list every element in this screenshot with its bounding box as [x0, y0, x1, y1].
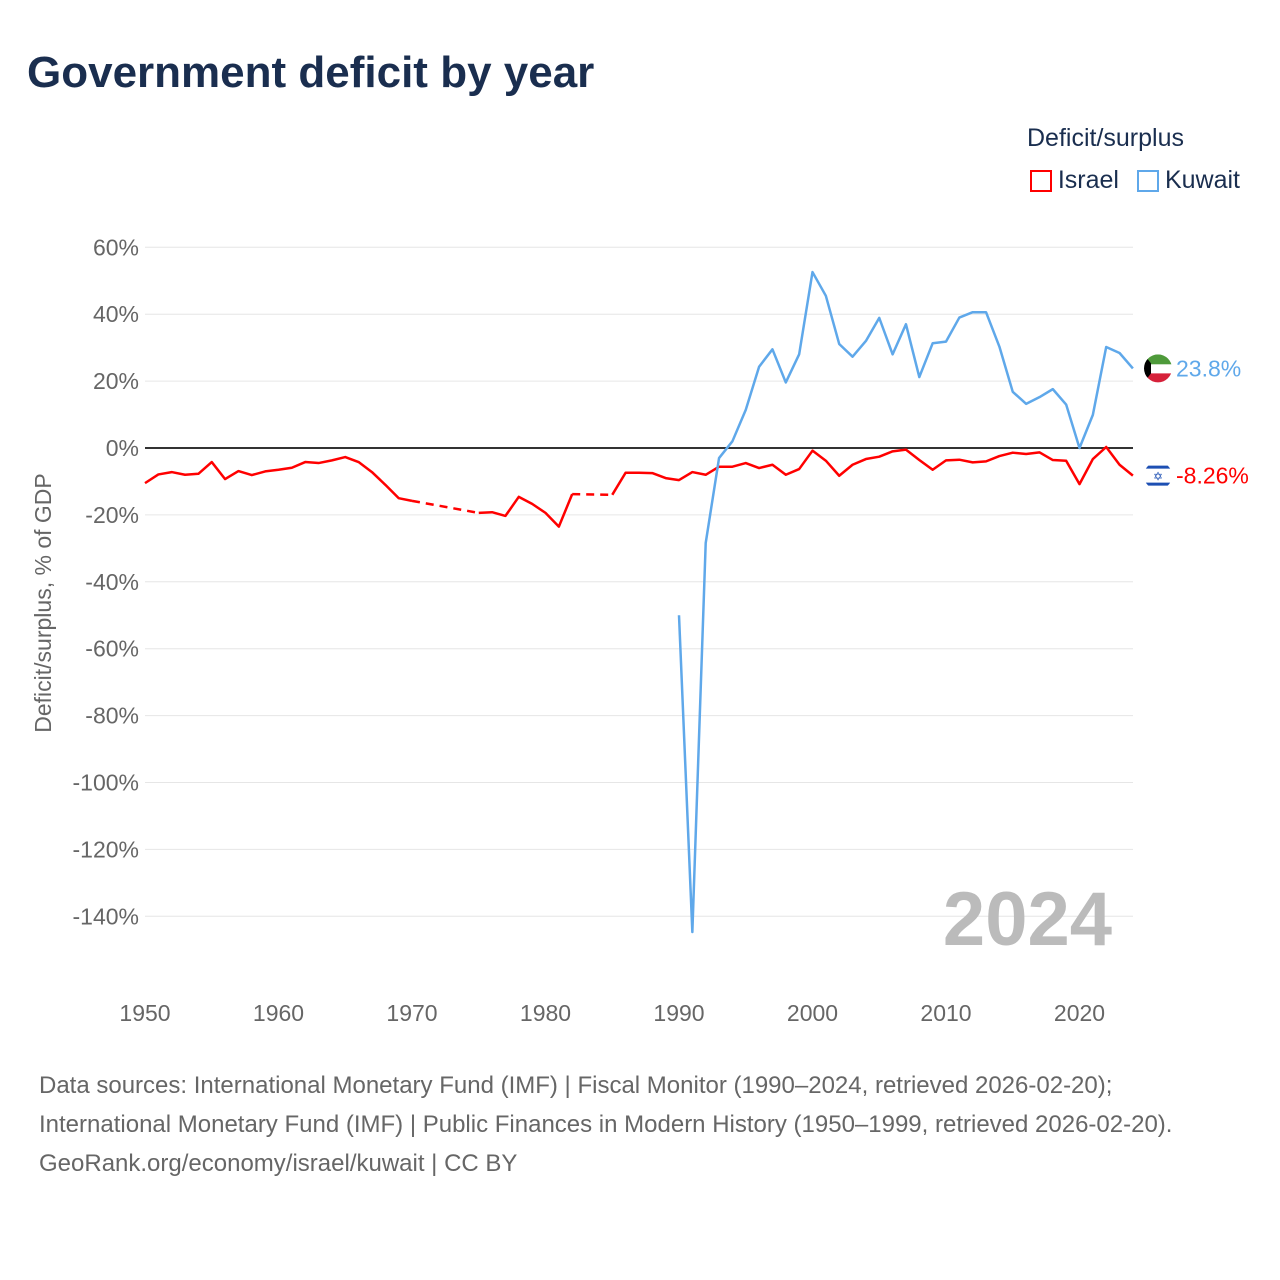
- y-tick-label: -140%: [73, 903, 139, 929]
- israel-flag-icon: ✡: [1144, 461, 1172, 490]
- y-tick-label: 0%: [106, 435, 139, 461]
- svg-text:✡: ✡: [1153, 470, 1163, 484]
- legend-label-israel: Israel: [1057, 166, 1119, 194]
- y-tick-label: -20%: [85, 502, 139, 528]
- series-gap-israel: [572, 492, 613, 497]
- legend-swatch-israel: [1029, 169, 1052, 192]
- y-tick-label: -40%: [85, 569, 139, 595]
- series-line-kuwait: [677, 270, 1134, 934]
- x-tick-label: 1980: [520, 1000, 571, 1026]
- x-tick-label: 1970: [386, 1000, 437, 1026]
- y-tick-label: -100%: [73, 770, 139, 796]
- x-tick-label: 2020: [1054, 1000, 1105, 1026]
- footer: Data sources: International Monetary Fun…: [39, 1066, 1239, 1183]
- legend-title: Deficit/surplus: [1027, 124, 1184, 152]
- series-gap-israel: [411, 499, 479, 515]
- data-sources: Data sources: International Monetary Fun…: [39, 1072, 1173, 1138]
- y-tick-label: -60%: [85, 636, 139, 662]
- end-label-israel: -8.26%: [1176, 463, 1249, 489]
- x-tick-label: 1990: [653, 1000, 704, 1026]
- legend-label-kuwait: Kuwait: [1164, 166, 1240, 194]
- x-tick-label: 1960: [253, 1000, 304, 1026]
- y-tick-label: -120%: [73, 836, 139, 862]
- credit-link[interactable]: GeoRank.org/economy/israel/kuwait | CC B…: [39, 1150, 518, 1177]
- series-line-israel: [144, 455, 413, 503]
- legend-item-israel[interactable]: Israel: [1029, 166, 1119, 195]
- legend-swatch-kuwait: [1136, 169, 1159, 192]
- y-tick-label: 20%: [93, 368, 139, 394]
- y-tick-label: 60%: [93, 234, 139, 260]
- end-label-kuwait: 23.8%: [1176, 355, 1241, 381]
- y-tick-label: -80%: [85, 703, 139, 729]
- kuwait-flag-icon: [1144, 354, 1172, 383]
- year-watermark: 2024: [943, 877, 1112, 962]
- legend-item-kuwait[interactable]: Kuwait: [1136, 166, 1240, 195]
- x-tick-label: 1950: [119, 1000, 170, 1026]
- chart-title: Government deficit by year: [27, 48, 595, 97]
- chart-plot: 60% 40% 20% 0% -20% -40% -60% -80% -100% -120% -14…: [30, 234, 1249, 1026]
- series-line-israel: [611, 445, 1134, 496]
- y-tick-label: 40%: [93, 301, 139, 327]
- series-line-israel: [478, 493, 574, 528]
- y-axis-label: Deficit/surplus, % of GDP: [30, 473, 56, 732]
- x-tick-label: 2000: [787, 1000, 838, 1026]
- x-tick-label: 2010: [920, 1000, 971, 1026]
- legend: Israel Kuwait: [1029, 166, 1240, 195]
